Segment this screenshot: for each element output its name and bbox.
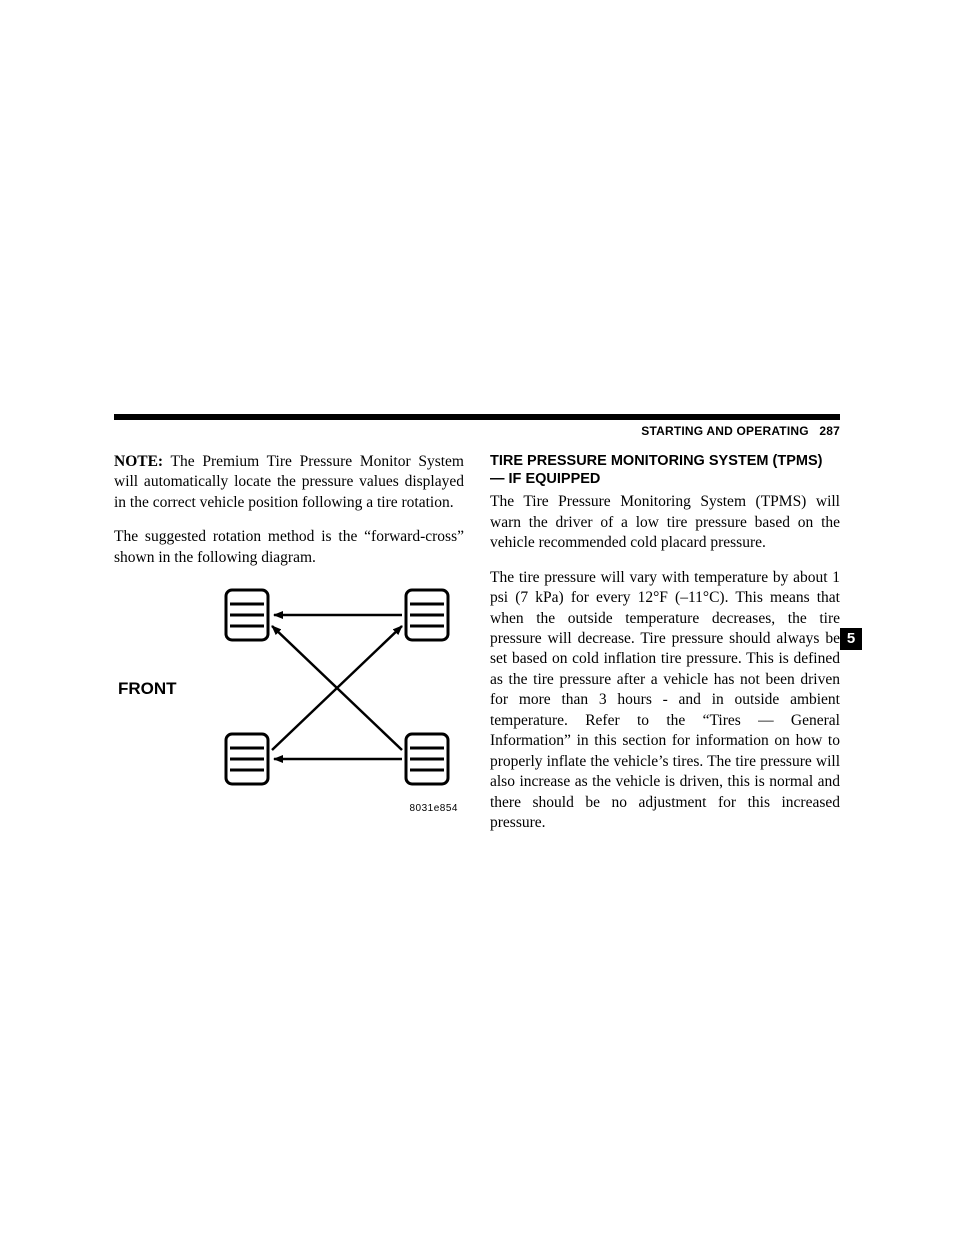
diagram-svg: FRONT [114,582,464,792]
tire-front-left [226,590,268,640]
columns: NOTE: The Premium Tire Pressure Monitor … [114,452,840,848]
page-number: 287 [819,424,840,438]
note-label: NOTE: [114,453,163,470]
tire-rear-left [226,734,268,784]
front-label: FRONT [118,679,177,698]
note-text: The Premium Tire Pressure Monitor System… [114,453,464,511]
tire-front-right [406,590,448,640]
tire-rotation-diagram: FRONT 8031e854 [114,582,464,814]
right-para-2: The tire pressure will vary with tempera… [490,568,840,834]
left-column: NOTE: The Premium Tire Pressure Monitor … [114,452,464,848]
section-tab: 5 [840,628,862,650]
note-paragraph: NOTE: The Premium Tire Pressure Monitor … [114,452,464,513]
page: STARTING AND OPERATING 287 NOTE: The Pre… [0,0,954,1235]
tire-rear-right [406,734,448,784]
right-para-1: The Tire Pressure Monitoring System (TPM… [490,492,840,553]
diagram-id: 8031e854 [114,803,464,814]
left-para-2: The suggested rotation method is the “fo… [114,527,464,568]
right-column: TIRE PRESSURE MONITORING SYSTEM (TPMS) —… [490,452,840,848]
content-block: STARTING AND OPERATING 287 NOTE: The Pre… [114,414,840,848]
header-rule [114,414,840,420]
section-heading: TIRE PRESSURE MONITORING SYSTEM (TPMS) —… [490,452,840,488]
para2-wrap: The tire pressure will vary with tempera… [490,568,840,834]
section-name: STARTING AND OPERATING [641,424,809,438]
running-head: STARTING AND OPERATING 287 [114,424,840,438]
tab-number: 5 [847,630,855,647]
